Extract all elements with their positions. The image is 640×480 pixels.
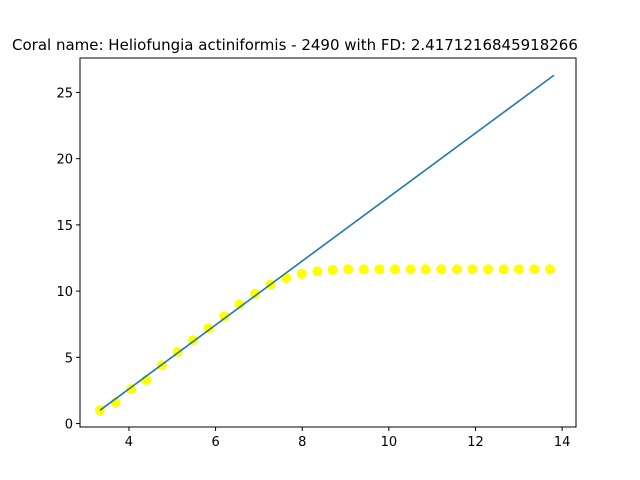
scatter-point [343, 264, 354, 275]
scatter-point [483, 264, 494, 275]
scatter-point [374, 264, 385, 275]
x-tick-label: 6 [211, 435, 219, 450]
scatter-point [513, 264, 524, 275]
x-tick-label: 10 [381, 435, 398, 450]
y-tick-label: 0 [65, 418, 73, 433]
scatter-point [312, 266, 323, 277]
scatter-point [451, 264, 462, 275]
y-tick-label: 25 [56, 86, 73, 101]
x-tick-label: 14 [554, 435, 571, 450]
scatter-point [296, 268, 307, 279]
scatter-point [281, 272, 292, 283]
scatter-point [467, 264, 478, 275]
scatter-point [420, 264, 431, 275]
plot-area [94, 74, 556, 416]
x-axis: 4 6 8 10 12 14 [125, 427, 571, 450]
scatter-point [529, 264, 540, 275]
scatter-point [126, 384, 137, 395]
fit-line [99, 74, 555, 411]
y-tick-label: 15 [56, 219, 73, 234]
x-tick-label: 4 [125, 435, 133, 450]
scatter-point [436, 264, 447, 275]
x-tick-label: 12 [467, 435, 484, 450]
y-axis: 0 5 10 15 20 25 [56, 86, 80, 433]
scatter-point [203, 323, 214, 334]
scatter-point [389, 264, 400, 275]
plot-frame [79, 57, 577, 428]
scatter-point [358, 264, 369, 275]
scatter-point [327, 264, 338, 275]
chart-title: Coral name: Heliofungia actiniformis - 2… [12, 36, 578, 54]
scatter-point [234, 299, 245, 310]
y-tick-label: 5 [65, 351, 73, 366]
scatter-point [498, 264, 509, 275]
scatter-point [250, 288, 261, 299]
y-tick-label: 20 [56, 153, 73, 168]
scatter-point [405, 264, 416, 275]
scatter-point [545, 264, 556, 275]
x-tick-label: 8 [298, 435, 306, 450]
y-tick-label: 10 [56, 285, 73, 300]
scatter-point [219, 311, 230, 322]
